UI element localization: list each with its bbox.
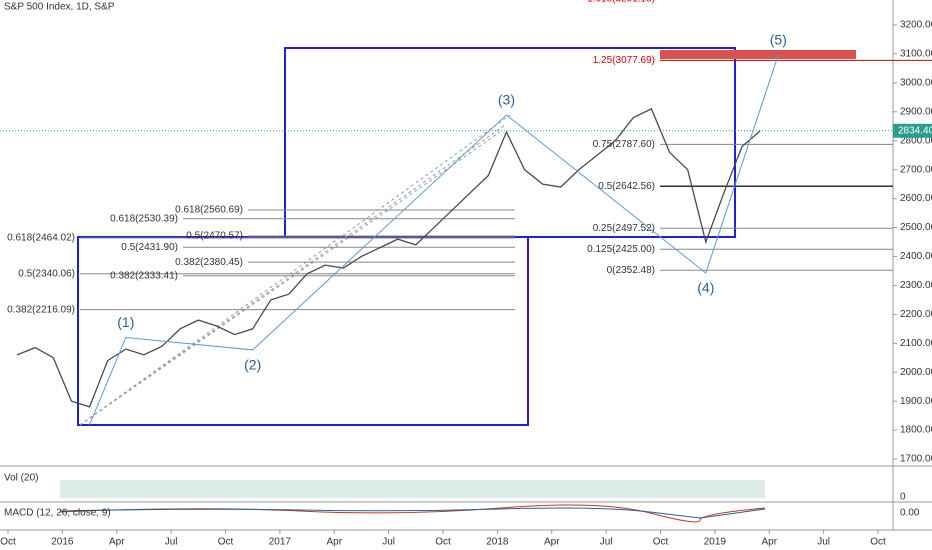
- wave-line: [89, 54, 779, 426]
- x-tick-label: Apr: [109, 537, 125, 548]
- trend-dash: [79, 114, 511, 426]
- wave-label: (1): [117, 314, 134, 330]
- last-price-label: 2834.40: [898, 125, 932, 136]
- x-tick-label: Oct: [435, 537, 451, 548]
- x-tick-label: Jul: [600, 537, 613, 548]
- wave-label: (2): [244, 357, 261, 373]
- fib-label: 0.382(2333.41): [110, 270, 178, 281]
- y-tick-label: 2600.00: [900, 193, 932, 204]
- y-tick-label: 2100.00: [900, 338, 932, 349]
- y-tick-label: 3100.00: [900, 49, 932, 60]
- x-tick-label: Apr: [544, 537, 560, 548]
- fib-label: 0.5(2642.56): [598, 181, 655, 192]
- x-tick-label: 2018: [486, 537, 509, 548]
- fib-label: 0.618(2530.39): [110, 213, 178, 224]
- y-tick-label: 2000.00: [900, 367, 932, 378]
- fib-label: 0.618(2464.02): [7, 233, 75, 244]
- x-tick-label: Jul: [382, 537, 395, 548]
- wave-label: (3): [498, 92, 515, 108]
- trend-dash: [79, 131, 501, 426]
- x-tick-label: Oct: [218, 537, 234, 548]
- y-tick-label: 2400.00: [900, 251, 932, 262]
- price-line: [16, 108, 761, 408]
- volume-label: Vol (20): [4, 473, 38, 484]
- y-tick-label: 2900.00: [900, 106, 932, 117]
- x-tick-label: Apr: [761, 537, 777, 548]
- x-tick-label: 2017: [269, 537, 292, 548]
- fib-label: 1.618(3291.18): [587, 0, 655, 4]
- x-tick-label: Jul: [817, 537, 830, 548]
- wave-label: (4): [697, 280, 714, 296]
- y-tick-label: 2800.00: [900, 135, 932, 146]
- y-tick-label: 2500.00: [900, 222, 932, 233]
- y-tick-label: 3200.00: [900, 20, 932, 31]
- x-tick-label: Apr: [326, 537, 342, 548]
- fib-label: 0.5(2431.90): [121, 242, 178, 253]
- y-tick-label: 2300.00: [900, 280, 932, 291]
- x-tick-label: Oct: [653, 537, 669, 548]
- y-tick-label: 1700.00: [900, 454, 932, 465]
- box: [77, 236, 529, 426]
- x-tick-label: Jul: [165, 537, 178, 548]
- macd-label: MACD (12, 26, close, 9): [4, 508, 111, 519]
- x-tick-label: Oct: [0, 537, 16, 548]
- macd-tick: 0.00: [900, 508, 920, 519]
- y-tick-label: 1900.00: [900, 396, 932, 407]
- last-price-box: [893, 123, 932, 138]
- x-tick-label: 2019: [704, 537, 727, 548]
- fib-label: 0.5(2340.06): [18, 268, 75, 279]
- wave-label: (5): [770, 32, 787, 48]
- fib-label: 0.618(2560.69): [175, 205, 243, 216]
- y-tick-label: 3000.00: [900, 78, 932, 89]
- fib-label: 0.382(2380.45): [175, 257, 243, 268]
- volume-band: [60, 480, 765, 498]
- fib-label: 0.25(2497.52): [593, 223, 655, 234]
- target-zone: [660, 50, 856, 59]
- fib-label: 0.5(2470.57): [186, 231, 243, 242]
- x-tick-label: 2016: [51, 537, 74, 548]
- volume-tick: 0: [900, 492, 906, 503]
- fib-label: 0(2352.48): [607, 265, 655, 276]
- x-tick-label: Oct: [870, 537, 886, 548]
- fib-label: 1.25(3077.69): [593, 55, 655, 66]
- fib-label: 0.382(2216.09): [7, 304, 75, 315]
- title: S&P 500 Index, 1D, S&P: [4, 2, 115, 13]
- fib-label: 0.75(2787.60): [593, 139, 655, 150]
- y-tick-label: 2200.00: [900, 309, 932, 320]
- y-tick-label: 1800.00: [900, 425, 932, 436]
- y-tick-label: 2700.00: [900, 164, 932, 175]
- fib-label: 0.125(2425.00): [587, 244, 655, 255]
- signal-line: [59, 507, 766, 519]
